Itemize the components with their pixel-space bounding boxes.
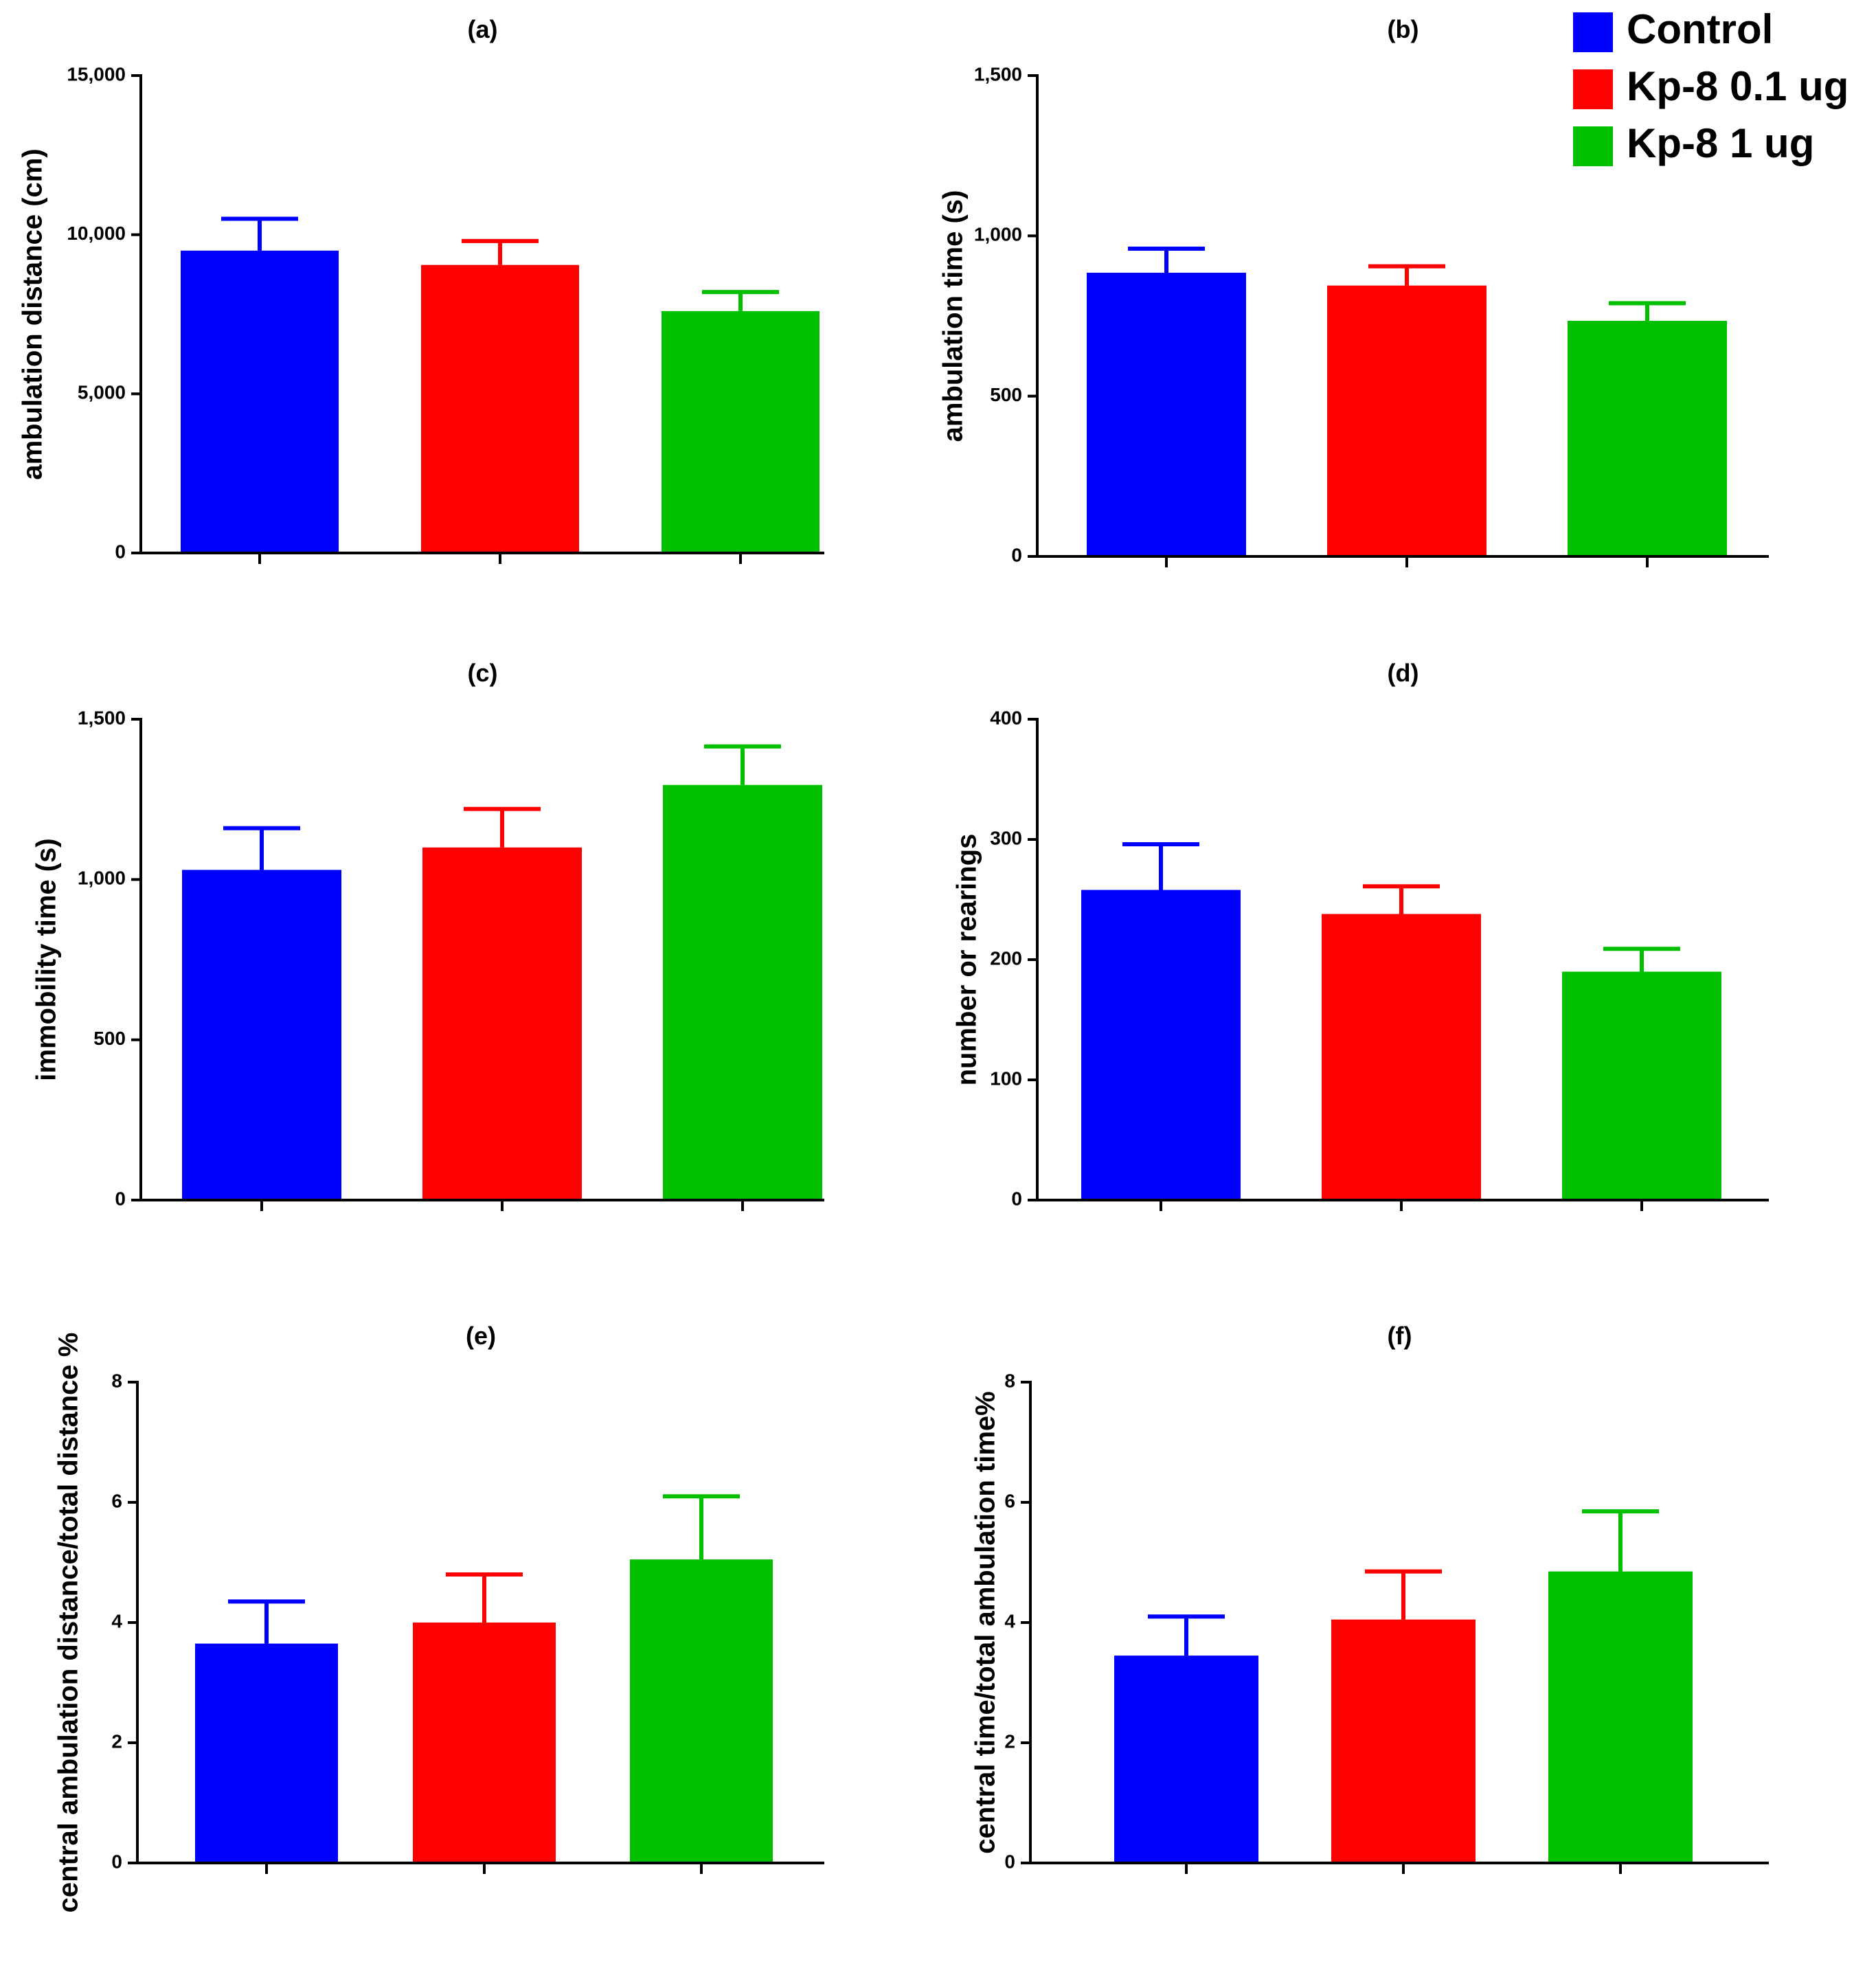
panel-title: (a) (468, 15, 498, 43)
y-tick-label: 1,500 (974, 63, 1022, 84)
panel-d: (d) number or rearings 0 100 200 300 400 (952, 659, 1769, 1211)
y-axis-label: immobility time (s) (32, 838, 62, 1081)
panel-title: (e) (466, 1322, 496, 1350)
panel-a: (a) ambulation distance (cm) 0 5,000 10,000 1… (18, 15, 824, 564)
y-tick-label: 300 (990, 827, 1022, 848)
y-axis-label: ambulation time (s) (938, 190, 969, 442)
y-tick-label: 2 (111, 1730, 122, 1752)
y-tick-label: 5,000 (78, 382, 126, 403)
bar-control (1087, 273, 1246, 556)
legend-label: Kp-8 0.1 ug (1627, 63, 1849, 109)
bar-kp-8-1-ug (630, 1559, 773, 1863)
bar-kp-8-1-ug (1548, 1571, 1693, 1863)
y-tick-label: 400 (990, 707, 1022, 728)
bar-kp-8-0-1-ug (1327, 285, 1487, 556)
bar-kp-8-1-ug (1562, 971, 1721, 1200)
y-tick-label: 0 (1004, 1851, 1015, 1872)
bar-control (182, 870, 341, 1200)
y-tick-label: 4 (1004, 1610, 1015, 1631)
y-tick-label: 0 (1011, 1188, 1022, 1209)
y-tick-label: 100 (990, 1068, 1022, 1089)
bar-kp-8-0-1-ug (1322, 914, 1481, 1200)
panel-title: (f) (1388, 1322, 1412, 1350)
y-tick-label: 1,000 (78, 868, 126, 889)
bar-control (1114, 1656, 1258, 1863)
legend: Control Kp-8 0.1 ug Kp-8 1 ug (1573, 6, 1849, 166)
y-tick-label: 8 (1004, 1370, 1015, 1391)
y-tick-label: 0 (1011, 544, 1022, 565)
panel-e: (e) central ambulation distance/total dis… (54, 1322, 824, 1912)
bar-kp-8-0-1-ug (1331, 1619, 1476, 1863)
panel-title: (d) (1388, 659, 1419, 687)
bar-kp-8-1-ug (663, 784, 822, 1200)
bar-kp-8-0-1-ug (422, 847, 582, 1200)
legend-swatch (1573, 69, 1613, 109)
legend-label: Control (1627, 6, 1773, 52)
y-tick-label: 4 (111, 1610, 122, 1631)
y-tick-label: 1,500 (78, 707, 126, 728)
y-tick-label: 0 (115, 1188, 126, 1209)
legend-item: Kp-8 0.1 ug (1573, 63, 1849, 109)
bar-control (1081, 890, 1241, 1200)
y-tick-label: 0 (111, 1851, 122, 1872)
y-tick-label: 15,000 (67, 63, 126, 84)
panels: (a) ambulation distance (cm) 0 5,000 10,000 1… (18, 15, 1769, 1912)
y-tick-label: 500 (93, 1028, 126, 1049)
y-tick-label: 6 (1004, 1490, 1015, 1511)
bar-kp-8-0-1-ug (421, 264, 579, 553)
legend-item: Kp-8 1 ug (1573, 120, 1814, 166)
y-tick-label: 200 (990, 947, 1022, 969)
y-axis-label: central time/total ambulation time% (971, 1391, 1001, 1853)
legend-swatch (1573, 12, 1613, 52)
bar-kp-8-0-1-ug (413, 1623, 556, 1863)
y-tick-label: 0 (115, 541, 126, 562)
legend-label: Kp-8 1 ug (1627, 120, 1814, 166)
panel-b: (b) ambulation time (s) 0 500 1,000 1,500 (938, 15, 1769, 567)
y-axis-label: central ambulation distance/total distan… (54, 1333, 84, 1913)
y-axis-label: number or rearings (952, 834, 982, 1086)
panel-f: (f) central time/total ambulation time%0 2… (971, 1322, 1769, 1874)
panel-title: (c) (468, 659, 498, 687)
bar-control (181, 250, 339, 553)
bar-control (195, 1643, 338, 1863)
bar-kp-8-1-ug (662, 310, 820, 553)
bar-kp-8-1-ug (1568, 321, 1727, 556)
legend-item: Control (1573, 6, 1773, 52)
panel-title: (b) (1388, 15, 1419, 43)
y-tick-label: 8 (111, 1370, 122, 1391)
y-tick-label: 10,000 (67, 223, 126, 244)
y-tick-label: 500 (990, 384, 1022, 405)
y-tick-label: 1,000 (974, 224, 1022, 245)
y-axis-label: ambulation distance (cm) (18, 148, 48, 479)
legend-swatch (1573, 126, 1613, 166)
y-tick-label: 6 (111, 1490, 122, 1511)
panel-c: (c) immobility time (s) 0 500 1,000 1,500 (32, 659, 824, 1211)
y-tick-label: 2 (1004, 1730, 1015, 1752)
